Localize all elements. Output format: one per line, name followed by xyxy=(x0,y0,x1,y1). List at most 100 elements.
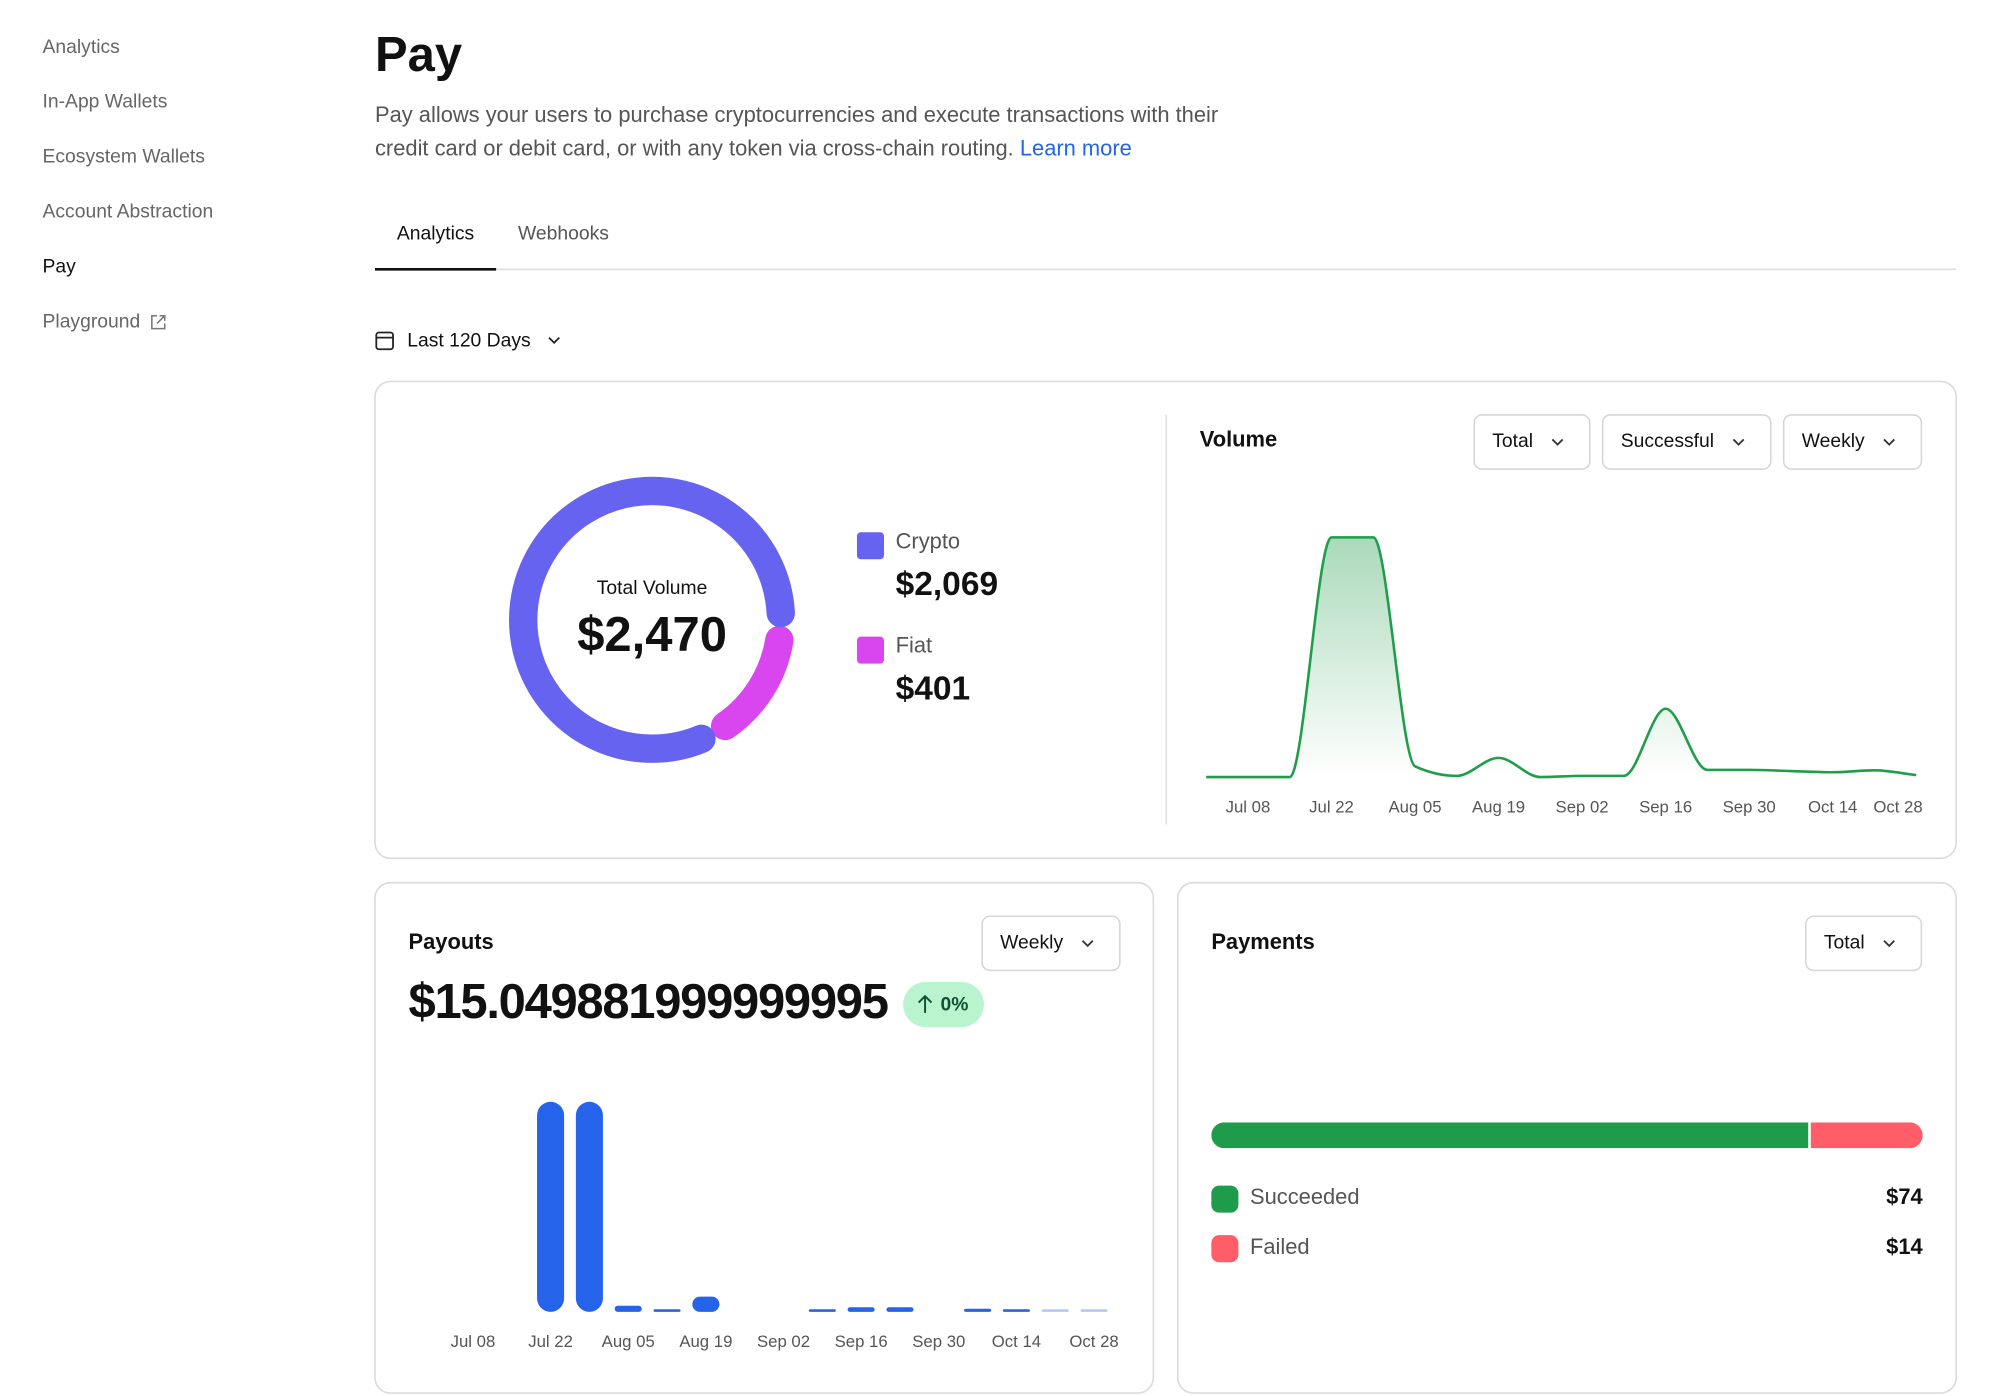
bar xyxy=(1080,1309,1108,1312)
learn-more-link[interactable]: Learn more xyxy=(1020,135,1132,160)
external-link-icon xyxy=(151,314,166,330)
dropdown-label[interactable]: Total xyxy=(1824,932,1865,953)
legend-swatch xyxy=(856,532,885,560)
payouts-total: $15.049881999999995 xyxy=(409,975,888,1029)
chevron xyxy=(548,336,560,345)
legend-label: Fiat xyxy=(896,633,933,658)
legend-swatch xyxy=(1211,1235,1239,1263)
donut-center-label: Total Volume xyxy=(597,578,708,599)
x-tick-label: Oct 14 xyxy=(992,1332,1041,1351)
bar xyxy=(886,1307,914,1312)
chevron xyxy=(1551,438,1564,446)
description-text: credit card or debit card, or with any t… xyxy=(375,135,1014,160)
legend-value: $14 xyxy=(1886,1234,1923,1259)
calendar-icon xyxy=(375,331,394,351)
legend-label: Crypto xyxy=(896,528,960,553)
x-tick-label: Aug 05 xyxy=(602,1332,655,1351)
chart-title: Payments xyxy=(1211,929,1314,954)
dropdown[interactable]: Weekly xyxy=(981,915,1121,972)
x-tick-label: Aug 19 xyxy=(679,1332,732,1351)
chart-title: Volume xyxy=(1200,427,1277,452)
bar xyxy=(1041,1309,1069,1312)
x-tick-label: Aug 19 xyxy=(1472,797,1525,816)
x-tick-label: Sep 02 xyxy=(1556,797,1609,816)
bar xyxy=(575,1101,603,1312)
x-tick-label: Sep 16 xyxy=(1639,797,1692,816)
legend-swatch xyxy=(1211,1185,1239,1213)
bar xyxy=(847,1307,875,1312)
bar xyxy=(537,1101,565,1312)
bar-segment xyxy=(1810,1122,1923,1149)
legend-value: $2,069 xyxy=(896,566,998,603)
x-tick-label: Sep 30 xyxy=(912,1332,965,1351)
dropdown-box xyxy=(1473,414,1591,470)
nav-item[interactable]: In-App Wallets xyxy=(43,92,168,113)
bar xyxy=(692,1296,720,1312)
description: credit card or debit card, or with any t… xyxy=(375,135,1132,160)
x-tick-label: Jul 08 xyxy=(451,1332,496,1351)
x-tick-label: Aug 05 xyxy=(1388,797,1441,816)
x-tick-label: Jul 22 xyxy=(528,1332,573,1351)
x-tick-label: Sep 30 xyxy=(1723,797,1776,816)
bar xyxy=(1002,1309,1030,1312)
legend-label: Failed xyxy=(1250,1234,1310,1259)
bar xyxy=(614,1305,642,1312)
donut-center-value: $2,470 xyxy=(577,608,727,662)
nav-item[interactable]: Analytics xyxy=(43,37,120,58)
chevron xyxy=(1883,438,1895,446)
donut-segment xyxy=(509,476,795,763)
arrow-up-icon xyxy=(917,994,933,1013)
bar-segment xyxy=(1211,1122,1809,1149)
dropdown-box xyxy=(1782,414,1923,470)
x-tick-label: Sep 16 xyxy=(835,1332,888,1351)
x-tick-label: Oct 28 xyxy=(1069,1332,1118,1351)
dropdown-label[interactable]: Total xyxy=(1492,431,1533,452)
change-badge xyxy=(903,981,984,1028)
bar xyxy=(808,1309,836,1312)
dropdown[interactable]: Weekly xyxy=(1782,414,1923,470)
date-filter[interactable]: Last 120 Days xyxy=(375,331,560,352)
bar xyxy=(653,1309,681,1312)
dropdown-box xyxy=(981,915,1121,972)
legend-swatch xyxy=(856,636,885,664)
nav-item[interactable]: Playground xyxy=(43,311,141,332)
chevron xyxy=(1883,940,1895,948)
page-title: Pay xyxy=(375,28,462,82)
line xyxy=(1206,536,1917,779)
bar xyxy=(964,1308,992,1312)
x-tick-label: Oct 28 xyxy=(1873,797,1922,816)
tabs: Analytics Webhooks xyxy=(375,224,609,271)
dropdown-box xyxy=(1805,915,1923,972)
x-tick-label: Jul 22 xyxy=(1309,797,1354,816)
tab[interactable]: Webhooks xyxy=(518,224,609,245)
chevron xyxy=(1081,940,1094,948)
stacked-bar xyxy=(1211,1122,1923,1149)
sidebar: Analytics In-App Wallets Ecosystem Wallets… xyxy=(43,37,214,332)
dropdown[interactable]: Successful xyxy=(1601,414,1772,470)
dropdown-label[interactable]: Successful xyxy=(1621,431,1714,452)
x-tick-label: Jul 08 xyxy=(1226,797,1271,816)
nav-item[interactable]: Pay xyxy=(43,256,77,277)
date-range[interactable]: Last 120 Days xyxy=(407,331,530,352)
legend-label: Succeeded xyxy=(1250,1184,1360,1209)
dropdown[interactable]: Total xyxy=(1805,915,1923,972)
chevron xyxy=(1732,438,1745,446)
change-label: 0% xyxy=(941,994,969,1015)
chart-title: Payouts xyxy=(409,929,494,954)
area-fill xyxy=(1206,537,1917,778)
dropdown-box xyxy=(1601,414,1772,470)
x-tick-label: Oct 14 xyxy=(1808,797,1857,816)
description: Pay allows your users to purchase crypto… xyxy=(375,102,1218,127)
legend-value: $74 xyxy=(1886,1184,1923,1209)
legend-value: $401 xyxy=(896,671,971,708)
donut-segment xyxy=(710,625,794,741)
dropdown-label[interactable]: Weekly xyxy=(1802,431,1865,452)
nav-item[interactable]: Ecosystem Wallets xyxy=(43,147,205,168)
nav-item[interactable]: Account Abstraction xyxy=(43,201,214,222)
x-tick-label: Sep 02 xyxy=(757,1332,810,1351)
tab[interactable]: Analytics xyxy=(397,224,474,245)
dropdown-label[interactable]: Weekly xyxy=(1000,932,1063,953)
dropdown[interactable]: Total xyxy=(1473,414,1591,470)
